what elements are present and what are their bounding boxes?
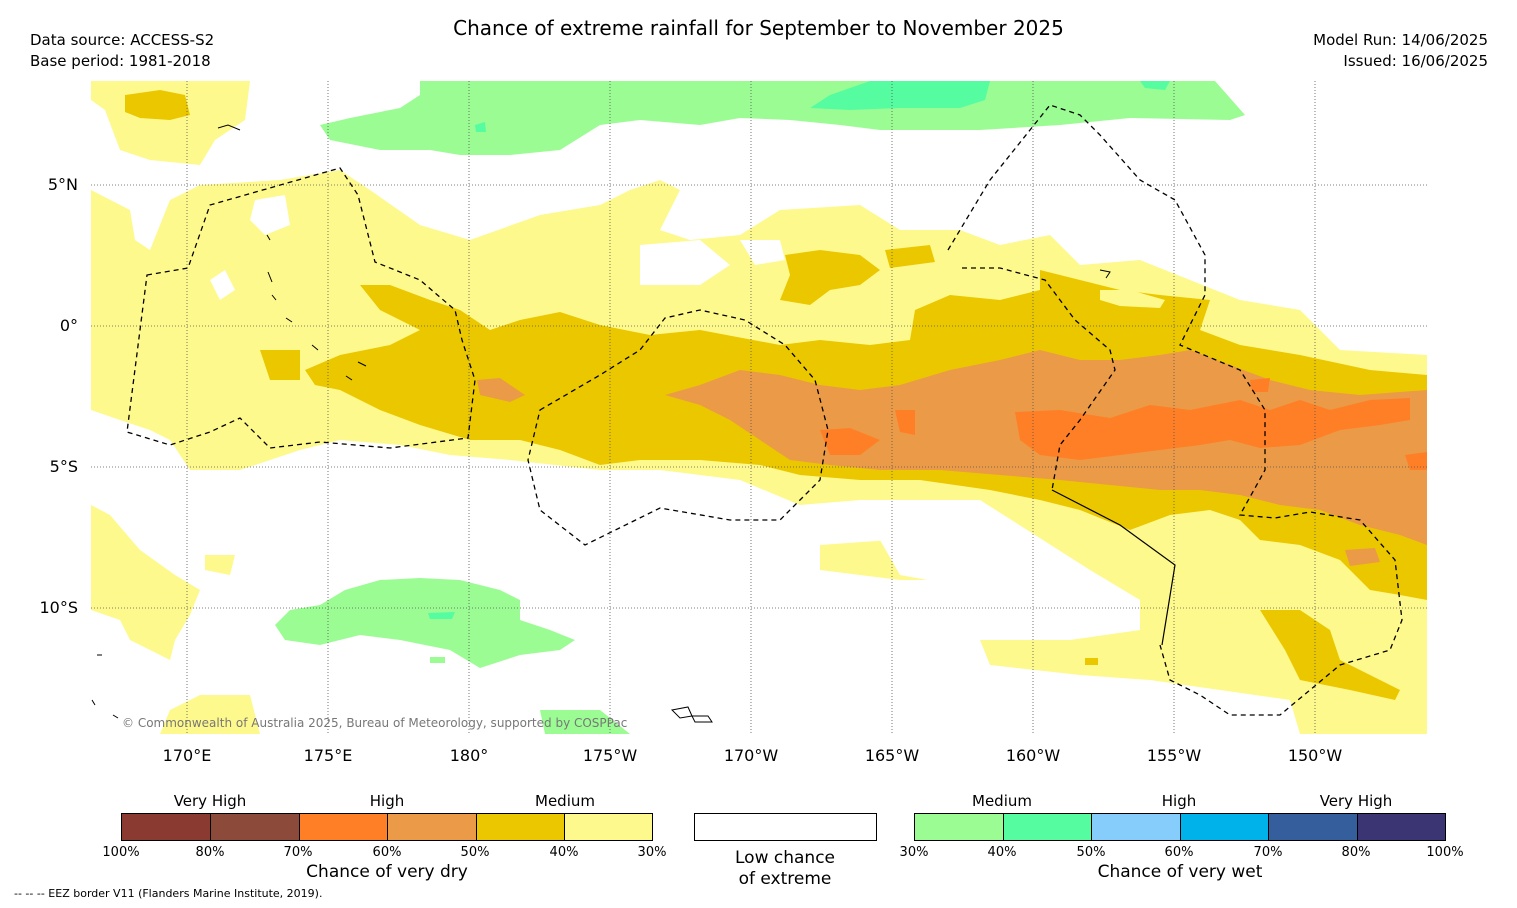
legend-dry-tick: 40% bbox=[549, 845, 579, 860]
wet-30-40-region bbox=[320, 81, 1245, 155]
legend-dry-tick: 70% bbox=[283, 845, 313, 860]
dry-30-40-region bbox=[205, 555, 235, 575]
dry-60-70-region bbox=[895, 410, 915, 435]
legend-low-title-line2: of extreme bbox=[738, 869, 832, 889]
legend-swatch-wet-70-80 bbox=[1268, 813, 1358, 841]
no-signal-hole bbox=[250, 195, 290, 235]
legend-low-title-line1: Low chance bbox=[735, 848, 835, 868]
no-signal-hole bbox=[880, 500, 1140, 640]
dry-30-40-region bbox=[160, 695, 260, 734]
eez-border-kiribati-west bbox=[126, 167, 476, 449]
lon-label-175w: 175°W bbox=[582, 746, 638, 765]
legend-dry-tick: 100% bbox=[102, 845, 140, 860]
legend-wet-tick: 40% bbox=[987, 845, 1017, 860]
legend-dry-tick: 80% bbox=[195, 845, 225, 860]
lon-label-180: 180° bbox=[449, 746, 489, 765]
lon-label-150w: 150°W bbox=[1287, 746, 1343, 765]
legend-wet-tick: 30% bbox=[899, 845, 929, 860]
legend-wet-tick: 70% bbox=[1253, 845, 1283, 860]
eez-footnote: -- -- -- EEZ border V11 (Flanders Marine… bbox=[14, 887, 323, 900]
legend-wet-tick: 60% bbox=[1164, 845, 1194, 860]
lon-label-160w: 160°W bbox=[1005, 746, 1061, 765]
dry-50-60-region bbox=[1345, 548, 1380, 566]
island-outlines bbox=[91, 124, 1111, 723]
wet-40-50-region bbox=[1140, 81, 1170, 90]
wet-30-40-region bbox=[430, 657, 445, 663]
eez-border-line-islands bbox=[947, 104, 1403, 716]
legend-wet-tick: 100% bbox=[1426, 845, 1464, 860]
wet-40-50-region bbox=[475, 122, 486, 132]
legend-dry-caption-very-high: Very High bbox=[173, 792, 247, 810]
legend-dry-title: Chance of very dry bbox=[306, 862, 468, 882]
legend-wet-tick: 80% bbox=[1341, 845, 1371, 860]
lat-label-5n: 5°N bbox=[47, 175, 78, 194]
legend-wet-caption-medium: Medium bbox=[972, 792, 1032, 810]
legend-wet-tick: 50% bbox=[1076, 845, 1106, 860]
map-fill-layer bbox=[91, 81, 1427, 734]
legend-dry-tick: 50% bbox=[460, 845, 490, 860]
no-signal-hole bbox=[640, 240, 730, 285]
copyright-notice: © Commonwealth of Australia 2025, Bureau… bbox=[122, 716, 628, 730]
legend-swatch-wet-60-70 bbox=[1180, 813, 1270, 841]
dry-40-50-region bbox=[780, 250, 880, 305]
wet-40-50-region bbox=[810, 81, 990, 110]
graticule bbox=[91, 81, 1427, 734]
data-source: Data source: ACCESS-S2 bbox=[30, 31, 215, 49]
lon-label-175e: 175°E bbox=[303, 746, 353, 765]
legend-swatch-low-chance bbox=[694, 813, 877, 841]
legend-wet-caption-very-high: Very High bbox=[1319, 792, 1393, 810]
boundary-solid bbox=[1051, 489, 1176, 646]
dry-40-50-region bbox=[125, 90, 190, 120]
legend-swatch-dry-60-70 bbox=[299, 813, 389, 841]
dry-60-70-region bbox=[1250, 378, 1270, 392]
eez-border-line-islands-inner bbox=[962, 267, 1116, 491]
dry-60-70-region bbox=[820, 428, 880, 455]
dry-30-40-region bbox=[1100, 290, 1165, 308]
legend-swatch-wet-30-40 bbox=[914, 813, 1004, 841]
legend-wet-caption-high: High bbox=[1161, 792, 1197, 810]
wet-30-40-region bbox=[540, 710, 630, 734]
lon-label-170e: 170°E bbox=[162, 746, 212, 765]
legend-dry-tick: 30% bbox=[637, 845, 667, 860]
lat-label-10s: 10°S bbox=[39, 598, 78, 617]
legend-swatch-dry-30-40 bbox=[564, 813, 653, 841]
lat-label-equator: 0° bbox=[59, 316, 78, 335]
dry-50-60-region bbox=[477, 378, 525, 402]
dry-40-50-region bbox=[1085, 658, 1098, 665]
dry-40-50-region bbox=[885, 245, 935, 268]
eez-borders bbox=[126, 104, 1403, 716]
legend-wet-title: Chance of very wet bbox=[1097, 862, 1263, 882]
lat-label-5s: 5°S bbox=[49, 457, 78, 476]
model-run-block: Model Run: 14/06/2025 Issued: 16/06/2025 bbox=[1313, 30, 1488, 72]
eez-border-tokelau-phoenix bbox=[527, 309, 829, 546]
legend-swatch-wet-40-50 bbox=[1003, 813, 1093, 841]
base-period: Base period: 1981-2018 bbox=[30, 52, 211, 70]
legend-swatch-dry-40-50 bbox=[476, 813, 566, 841]
lon-label-170w: 170°W bbox=[723, 746, 779, 765]
wet-30-40-region bbox=[275, 578, 575, 668]
lon-label-165w: 165°W bbox=[864, 746, 920, 765]
dry-40-50-region bbox=[260, 350, 300, 380]
legend-swatch-wet-80-100 bbox=[1357, 813, 1446, 841]
legend-swatch-dry-80-100 bbox=[121, 813, 211, 841]
legend-dry-caption-medium: Medium bbox=[535, 792, 595, 810]
dry-60-70-region bbox=[1405, 452, 1427, 470]
lon-label-155w: 155°W bbox=[1146, 746, 1202, 765]
legend-dry-tick: 60% bbox=[372, 845, 402, 860]
dry-30-40-region bbox=[91, 505, 200, 660]
chart-title: Chance of extreme rainfall for September… bbox=[453, 16, 1064, 40]
legend-swatch-dry-70-80 bbox=[210, 813, 300, 841]
dry-40-50-region bbox=[1260, 610, 1400, 700]
model-run: Model Run: 14/06/2025 bbox=[1313, 31, 1488, 49]
no-signal-hole bbox=[210, 270, 235, 300]
dry-60-70-region bbox=[1015, 398, 1410, 460]
legend-swatch-dry-50-60 bbox=[387, 813, 477, 841]
data-source-block: Data source: ACCESS-S2 Base period: 1981… bbox=[30, 30, 214, 72]
issued-date: Issued: 16/06/2025 bbox=[1343, 52, 1488, 70]
wet-40-50-region bbox=[428, 612, 455, 619]
legend-swatch-wet-50-60 bbox=[1091, 813, 1181, 841]
legend-dry-caption-high: High bbox=[369, 792, 405, 810]
